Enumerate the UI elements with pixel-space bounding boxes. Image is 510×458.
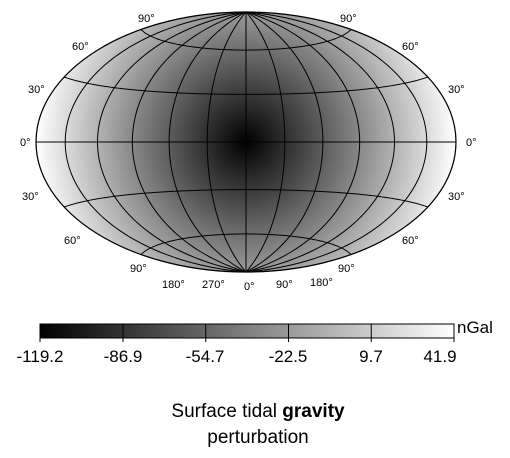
parallel-line xyxy=(63,76,429,95)
lon-label-90: 90° xyxy=(276,279,293,291)
lat-label-60n-left: 60° xyxy=(72,41,89,53)
lat-label-90n-right: 90° xyxy=(340,13,357,25)
lat-label-0-right: 0° xyxy=(466,137,477,149)
colorbar-ticks xyxy=(39,324,455,342)
lat-label-90s-right: 90° xyxy=(338,263,355,275)
caption-text: Surface tidal xyxy=(171,401,282,422)
map-panel: 90° 60° 30° 0° 30° 60° 90° 90° 60° 30° 0… xyxy=(20,11,477,293)
parallel-line xyxy=(140,233,352,255)
lat-label-30n-left: 30° xyxy=(28,84,45,96)
map-outline xyxy=(35,11,457,273)
lat-label-30n-right: 30° xyxy=(448,84,465,96)
lat-label-60s-left: 60° xyxy=(64,235,81,247)
colorbar-tick-label-2: -54.7 xyxy=(186,347,225,366)
lat-label-60s-right: 60° xyxy=(402,235,419,247)
colorbar-tick-label-5: 41.9 xyxy=(423,347,456,366)
colorbar-tick-label-3: -22.5 xyxy=(269,347,308,366)
caption-line-1: Surface tidal gravity xyxy=(171,401,345,422)
lat-label-60n-right: 60° xyxy=(402,41,419,53)
colorbar-tick-label-4: 9.7 xyxy=(359,347,383,366)
lon-label-0: 0° xyxy=(244,281,255,293)
colorbar-tick-label-1: -86.9 xyxy=(104,347,143,366)
lat-label-90s-left: 90° xyxy=(130,263,147,275)
lat-label-90n-left: 90° xyxy=(138,13,155,25)
colorbar-tick-label-0: -119.2 xyxy=(17,347,64,366)
caption-line-2: perturbation xyxy=(207,427,308,448)
caption-bold-word: gravity xyxy=(282,401,345,422)
caption: Surface tidal gravity perturbation xyxy=(171,401,345,448)
lon-label-180-left: 180° xyxy=(162,279,185,291)
lat-label-30s-left: 30° xyxy=(22,191,39,203)
colorbar-unit: nGal xyxy=(457,318,493,337)
lon-label-270: 270° xyxy=(202,279,225,291)
parallel-line xyxy=(140,29,352,51)
colorbar-gradient xyxy=(39,323,455,339)
lon-label-180-right: 180° xyxy=(310,277,333,289)
lat-label-30s-right: 30° xyxy=(448,191,465,203)
lat-label-0-left: 0° xyxy=(20,137,31,149)
parallel-line xyxy=(63,189,429,208)
colorbar: nGal -119.2 -86.9 -54.7 -22.5 9.7 41.9 xyxy=(17,318,493,366)
